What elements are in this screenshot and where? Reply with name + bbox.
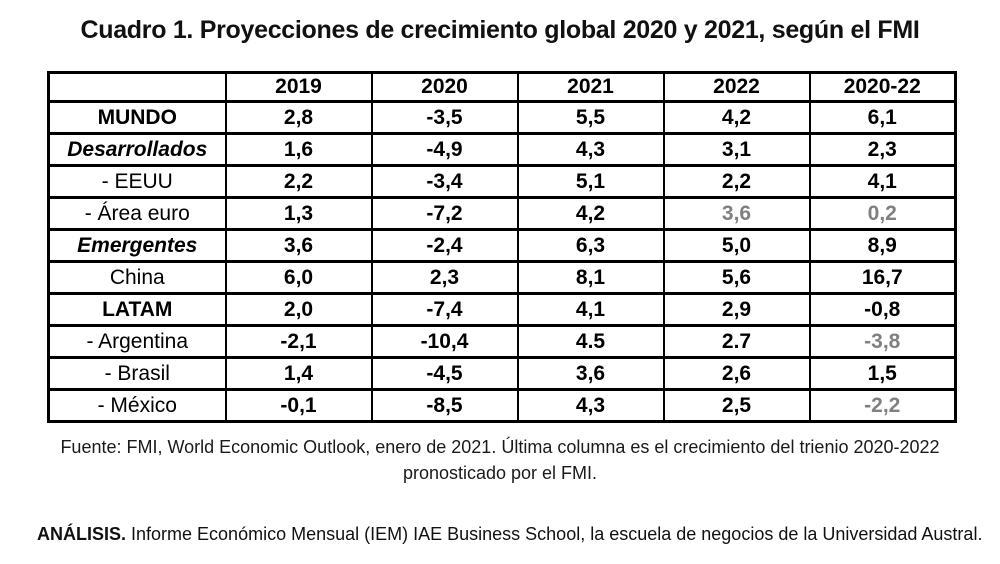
table-header-row: 2019 2020 2021 2022 2020-22 (47, 71, 957, 103)
value-cell: 8,1 (516, 260, 665, 295)
column-header-2020-22: 2020-22 (808, 71, 957, 103)
value-cell: -4,5 (370, 356, 519, 391)
row-label: - Argentina (47, 324, 227, 359)
value-cell: 6,1 (808, 100, 957, 135)
value-cell: 3,1 (662, 132, 811, 167)
row-label: China (47, 260, 227, 295)
table-row: - Brasil 1,4 -4,5 3,6 2,6 1,5 (47, 356, 957, 391)
table-body: MUNDO 2,8 -3,5 5,5 4,2 6,1 Desarrollados 1,6 -4,… (47, 100, 957, 423)
value-cell: 2,8 (224, 100, 373, 135)
value-cell: 3,6 (662, 196, 811, 231)
row-label: Desarrollados (47, 132, 227, 167)
value-cell: 4,1 (516, 292, 665, 327)
value-cell: 1,4 (224, 356, 373, 391)
table-row: Desarrollados 1,6 -4,9 4,3 3,1 2,3 (47, 132, 957, 167)
value-cell: 5,1 (516, 164, 665, 199)
table-title: Cuadro 1. Proyecciones de crecimiento gl… (80, 16, 920, 44)
value-cell: 5,5 (516, 100, 665, 135)
row-label: - Brasil (47, 356, 227, 391)
value-cell: 2,3 (808, 132, 957, 167)
row-label: Emergentes (47, 228, 227, 263)
growth-projections-table: 2019 2020 2021 2022 2020-22 MUNDO 2,8 -3,5… (47, 71, 957, 423)
value-cell: 4,1 (808, 164, 957, 199)
value-cell: 2,2 (662, 164, 811, 199)
column-header-2019: 2019 (224, 71, 373, 103)
value-cell: 2,0 (224, 292, 373, 327)
value-cell: 4,3 (516, 388, 665, 423)
table-row: - Área euro 1,3 -7,2 4,2 3,6 0,2 (47, 196, 957, 231)
value-cell: 1,3 (224, 196, 373, 231)
value-cell: 2,6 (662, 356, 811, 391)
value-cell: 0,2 (808, 196, 957, 231)
value-cell: 6,0 (224, 260, 373, 295)
value-cell: -7,4 (370, 292, 519, 327)
table-row: China 6,0 2,3 8,1 5,6 16,7 (47, 260, 957, 295)
source-note-line1: Fuente: FMI, World Economic Outlook, ene… (60, 437, 940, 457)
value-cell: 5,0 (662, 228, 811, 263)
value-cell: 5,6 (662, 260, 811, 295)
value-cell: 6,3 (516, 228, 665, 263)
analysis-label: ANÁLISIS. (37, 524, 127, 544)
value-cell: -2,1 (224, 324, 373, 359)
row-label: MUNDO (47, 100, 227, 135)
table-row: - Argentina -2,1 -10,4 4.5 2.7 -3,8 (47, 324, 957, 359)
value-cell: -0,8 (808, 292, 957, 327)
value-cell: 2.7 (662, 324, 811, 359)
row-label: - EEUU (47, 164, 227, 199)
value-cell: 4,2 (516, 196, 665, 231)
value-cell: -7,2 (370, 196, 519, 231)
value-cell: -3,8 (808, 324, 957, 359)
source-note: Fuente: FMI, World Economic Outlook, ene… (0, 434, 1000, 486)
value-cell: 1,5 (808, 356, 957, 391)
column-header-2021: 2021 (516, 71, 665, 103)
page: Cuadro 1. Proyecciones de crecimiento gl… (0, 16, 1000, 564)
column-header-blank (47, 71, 227, 103)
value-cell: 1,6 (224, 132, 373, 167)
value-cell: 4.5 (516, 324, 665, 359)
row-label: LATAM (47, 292, 227, 327)
column-header-2020: 2020 (370, 71, 519, 103)
value-cell: 3,6 (224, 228, 373, 263)
value-cell: 4,2 (662, 100, 811, 135)
value-cell: 3,6 (516, 356, 665, 391)
value-cell: -0,1 (224, 388, 373, 423)
column-header-2022: 2022 (662, 71, 811, 103)
value-cell: 2,9 (662, 292, 811, 327)
value-cell: 16,7 (808, 260, 957, 295)
value-cell: 2,2 (224, 164, 373, 199)
row-label: - Área euro (47, 196, 227, 231)
value-cell: -2,4 (370, 228, 519, 263)
value-cell: -4,9 (370, 132, 519, 167)
value-cell: 2,3 (370, 260, 519, 295)
value-cell: -8,5 (370, 388, 519, 423)
value-cell: 4,3 (516, 132, 665, 167)
table-row: - EEUU 2,2 -3,4 5,1 2,2 4,1 (47, 164, 957, 199)
table-row: Emergentes 3,6 -2,4 6,3 5,0 8,9 (47, 228, 957, 263)
value-cell: -2,2 (808, 388, 957, 423)
value-cell: -3,5 (370, 100, 519, 135)
value-cell: -10,4 (370, 324, 519, 359)
source-note-line2: pronosticado por el FMI. (402, 463, 598, 484)
value-cell: -3,4 (370, 164, 519, 199)
row-label: - México (47, 388, 227, 423)
table-row: MUNDO 2,8 -3,5 5,5 4,2 6,1 (47, 100, 957, 135)
analysis-text: Informe Económico Mensual (IEM) IAE Busi… (126, 524, 983, 544)
value-cell: 2,5 (662, 388, 811, 423)
table-row: LATAM 2,0 -7,4 4,1 2,9 -0,8 (47, 292, 957, 327)
analysis-line: ANÁLISIS. Informe Económico Mensual (IEM… (37, 524, 982, 545)
value-cell: 8,9 (808, 228, 957, 263)
table-row: - México -0,1 -8,5 4,3 2,5 -2,2 (47, 388, 957, 423)
